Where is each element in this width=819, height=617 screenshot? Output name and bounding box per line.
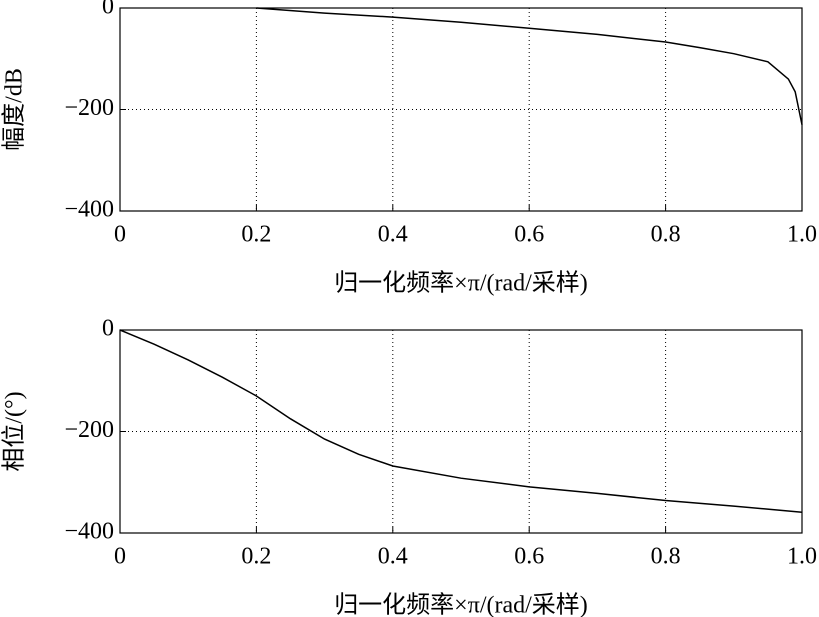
x-tick-label: 0.6 xyxy=(514,222,544,248)
x-tick-label: 0 xyxy=(114,222,126,248)
x-tick-label: 0.4 xyxy=(378,222,408,248)
y-tick-label: 0 xyxy=(102,0,114,20)
y-axis-label: 幅度/dB xyxy=(1,68,28,151)
y-tick-label: 0 xyxy=(102,316,114,342)
x-tick-label: 0.4 xyxy=(378,544,408,570)
y-tick-label: −400 xyxy=(64,519,114,545)
x-tick-label: 0.2 xyxy=(241,544,271,570)
data-line xyxy=(256,7,803,125)
x-tick-label: 0.2 xyxy=(241,222,271,248)
y-tick-label: −200 xyxy=(64,95,114,121)
x-axis-label: 归一化频率×π/(rad/采样) xyxy=(334,270,588,297)
x-axis-label: 归一化频率×π/(rad/采样) xyxy=(334,592,588,617)
x-tick-label: 0.8 xyxy=(651,222,681,248)
data-line xyxy=(119,329,803,513)
x-tick-label: 1.0 xyxy=(787,544,817,570)
y-tick-label: −200 xyxy=(64,417,114,443)
x-tick-label: 0.6 xyxy=(514,544,544,570)
y-axis-label: 相位/(°) xyxy=(1,391,28,471)
x-tick-label: 0 xyxy=(114,544,126,570)
x-tick-label: 1.0 xyxy=(787,222,817,248)
x-tick-label: 0.8 xyxy=(651,544,681,570)
y-tick-label: −400 xyxy=(64,197,114,223)
